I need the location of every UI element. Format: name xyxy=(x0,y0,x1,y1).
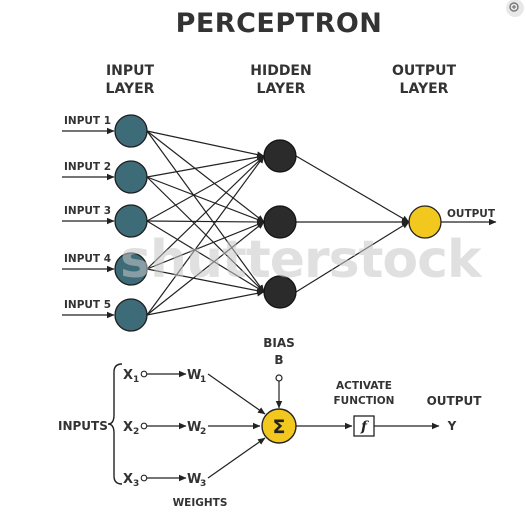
hidden-node-1 xyxy=(263,139,297,173)
diagram-title: PERCEPTRON xyxy=(176,8,383,39)
input-label-5: INPUT 5 xyxy=(64,299,111,311)
watermark-text: shutterstock xyxy=(120,230,483,290)
x3-label: X xyxy=(123,472,133,487)
w2-label: W xyxy=(187,420,201,435)
x2-subscript: 2 xyxy=(133,427,139,437)
input-layer-header-line1: INPUT xyxy=(106,63,155,79)
connection-input4-hidden3 xyxy=(146,268,265,294)
w1-label: W xyxy=(187,368,201,383)
x3-node xyxy=(140,474,148,482)
x1-node xyxy=(140,370,148,378)
output-layer-header-line1: OUTPUT xyxy=(392,63,456,79)
connection-input3-hidden2 xyxy=(146,218,265,226)
network-nodes xyxy=(114,114,442,332)
x3-subscript: 3 xyxy=(133,479,139,489)
connection-input2-hidden1 xyxy=(146,154,265,178)
connection-input2-hidden2 xyxy=(146,176,265,223)
hidden-node-3 xyxy=(263,275,297,309)
input-label-4: INPUT 4 xyxy=(64,253,111,265)
perceptron-row-1: X 1 W1 xyxy=(123,368,206,385)
connection-input4-hidden2 xyxy=(146,221,265,270)
perceptron-output-label: OUTPUT xyxy=(427,394,483,408)
connection-input3-hidden3 xyxy=(146,220,265,293)
summation-symbol: Σ xyxy=(273,416,286,438)
connection-input5-hidden2 xyxy=(146,221,265,316)
zoom-in-icon[interactable] xyxy=(506,0,524,17)
x1-subscript: 1 xyxy=(133,375,139,385)
x2-node xyxy=(140,422,148,430)
input-labels: INPUT 1 INPUT 2 INPUT 3 INPUT 4 INPUT 5 xyxy=(64,115,111,311)
perceptron-input-rows: X 1 W1X 2 W2X 3 W3 xyxy=(123,368,206,489)
connection-input1-hidden3 xyxy=(146,130,265,293)
input-node-3 xyxy=(114,204,148,238)
network-connections xyxy=(146,130,410,316)
hidden-layer-header-line2: LAYER xyxy=(257,81,306,97)
input-node-5 xyxy=(114,298,148,332)
connection-input1-hidden2 xyxy=(146,130,265,223)
inputs-brace xyxy=(107,363,123,485)
w3-subscript: 3 xyxy=(200,479,206,489)
connection-input1-hidden1 xyxy=(146,130,265,158)
w1-subscript: 1 xyxy=(200,375,206,385)
bias-label: BIAS xyxy=(263,336,295,350)
connection-input4-hidden1 xyxy=(146,155,265,270)
w1-to-sum-arrow xyxy=(207,373,266,415)
x1-label: X xyxy=(123,368,133,383)
input-layer-header-line2: LAYER xyxy=(106,81,155,97)
w2-subscript: 2 xyxy=(200,427,206,437)
perceptron-row-2: X 2 W2 xyxy=(123,420,206,437)
output-layer-header-line2: LAYER xyxy=(400,81,449,97)
input-label-1: INPUT 1 xyxy=(64,115,111,127)
connection-hidden1-output xyxy=(295,155,410,223)
activation-function-symbol: f xyxy=(360,419,370,435)
connection-input5-hidden3 xyxy=(146,290,265,316)
network-output-label: OUTPUT xyxy=(447,208,496,220)
perceptron-output-y: Y xyxy=(447,419,457,433)
hidden-layer-header-line1: HIDDEN xyxy=(250,63,311,79)
connection-input5-hidden1 xyxy=(146,155,265,316)
w3-label: W xyxy=(187,472,201,487)
connection-input3-hidden1 xyxy=(146,155,265,222)
input-label-2: INPUT 2 xyxy=(64,161,111,173)
x2-label: X xyxy=(123,420,133,435)
input-node-4 xyxy=(114,252,148,286)
w3-to-sum-arrow xyxy=(207,437,266,479)
input-node-2 xyxy=(114,160,148,194)
weights-label: WEIGHTS xyxy=(173,497,228,509)
connection-hidden3-output xyxy=(295,221,410,293)
input-arrows xyxy=(62,127,115,319)
activate-label-line1: ACTIVATE xyxy=(336,380,392,392)
activate-label-line2: FUNCTION xyxy=(334,395,395,407)
perceptron-inputs-label: INPUTS xyxy=(58,419,108,433)
input-label-3: INPUT 3 xyxy=(64,205,111,217)
bias-symbol: B xyxy=(274,353,283,367)
input-node-1 xyxy=(114,114,148,148)
hidden-node-2 xyxy=(263,205,297,239)
bias-node xyxy=(275,374,283,382)
perceptron-row-3: X 3 W3 xyxy=(123,472,206,489)
